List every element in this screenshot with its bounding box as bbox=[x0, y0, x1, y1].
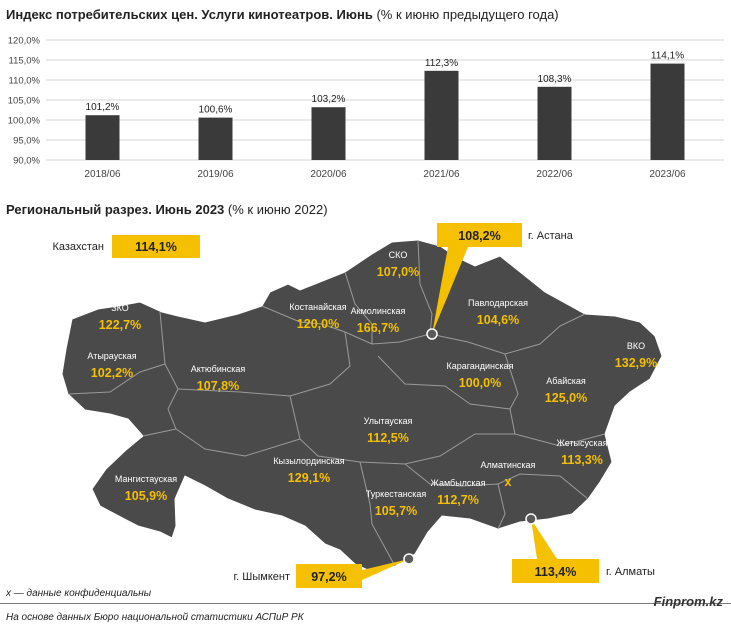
region-name: Карагандинская bbox=[446, 361, 513, 371]
region-name: Абайская bbox=[546, 376, 586, 386]
x-tick-label: 2020/06 bbox=[310, 169, 347, 180]
region-value: 166,7% bbox=[357, 321, 399, 335]
y-tick-label: 105,0% bbox=[8, 96, 41, 107]
region-name: Актюбинская bbox=[191, 364, 246, 374]
callout-pointer bbox=[432, 247, 468, 334]
city-value-box bbox=[512, 559, 599, 583]
region-value: 100,0% bbox=[459, 376, 501, 390]
city-marker bbox=[426, 328, 438, 340]
region-name: Алматинская bbox=[481, 460, 536, 470]
y-tick-label: 100,0% bbox=[8, 116, 41, 127]
brand-logo: Finprom.kz bbox=[653, 594, 723, 609]
city-value-box bbox=[296, 564, 362, 588]
region-name: Атырауская bbox=[87, 351, 136, 361]
region-value: 113,3% bbox=[561, 453, 603, 467]
kazakhstan-territory bbox=[61, 239, 663, 573]
city-label: г. Астана bbox=[528, 230, 574, 242]
bar-value-label: 108,3% bbox=[538, 74, 572, 85]
region-value: 105,9% bbox=[125, 489, 167, 503]
region-value: 112,7% bbox=[437, 493, 479, 507]
bar-value-label: 101,2% bbox=[86, 102, 120, 113]
region-name: ЗКО bbox=[111, 303, 129, 313]
kazakhstan-value: 114,1% bbox=[135, 240, 177, 254]
bar bbox=[85, 115, 120, 160]
city-marker bbox=[403, 553, 415, 565]
bar bbox=[650, 63, 685, 160]
x-tick-label: 2023/06 bbox=[649, 169, 686, 180]
map-title: Региональный разрез. Июнь 2023 (% к июню… bbox=[6, 202, 328, 217]
bar bbox=[537, 86, 572, 160]
source-note: На основе данных Бюро национальной стати… bbox=[6, 612, 304, 623]
bar-chart: 90,0% 95,0% 100,0% 105,0% 110,0% 115,0% 120,0%… bbox=[0, 28, 731, 190]
bar-value-label: 114,1% bbox=[651, 51, 684, 62]
bar-value-label: 103,2% bbox=[312, 94, 346, 105]
region-name: Павлодарская bbox=[468, 298, 528, 308]
x-tick-label: 2021/06 bbox=[423, 169, 460, 180]
kazakhstan-value-box bbox=[112, 235, 200, 258]
region-borders bbox=[67, 239, 606, 567]
region-name: Кызылординская bbox=[273, 456, 344, 466]
region-value: 129,1% bbox=[288, 471, 330, 485]
y-tick-label: 115,0% bbox=[8, 56, 40, 67]
region-name: Мангистауская bbox=[115, 474, 177, 484]
region-name: СКО bbox=[389, 250, 408, 260]
x-tick-label: 2018/06 bbox=[84, 169, 121, 180]
footnote: x — данные конфиденциальны bbox=[6, 588, 152, 599]
region-name: Туркестанская bbox=[366, 489, 427, 499]
x-tick-label: 2019/06 bbox=[197, 169, 234, 180]
x-tick-label: 2022/06 bbox=[536, 169, 573, 180]
region-name: Жамбылская bbox=[431, 478, 486, 488]
city-value-box bbox=[437, 223, 522, 247]
city-label: г. Алматы bbox=[606, 566, 655, 578]
y-tick-label: 90,0% bbox=[13, 156, 40, 167]
y-tick-label: 120,0% bbox=[8, 36, 41, 47]
city-label: г. Шымкент bbox=[234, 571, 291, 583]
region-value: 102,2% bbox=[91, 366, 133, 380]
region-name: Жетысуская bbox=[557, 438, 608, 448]
region-value: 104,6% bbox=[477, 313, 519, 327]
chart-title: Индекс потребительских цен. Услуги кинот… bbox=[6, 7, 559, 22]
region-value: x bbox=[505, 475, 512, 489]
bar-chart-svg: 90,0% 95,0% 100,0% 105,0% 110,0% 115,0% 120,0%… bbox=[8, 36, 724, 180]
bar bbox=[424, 70, 459, 160]
y-tick-label: 110,0% bbox=[8, 76, 40, 87]
bar-value-label: 100,6% bbox=[199, 105, 233, 116]
region-value: 105,7% bbox=[375, 504, 417, 518]
kazakhstan-label: Казахстан bbox=[52, 241, 104, 253]
map-labels: ЗКО 122,7% Атырауская 102,2% Актюбинская 107,… bbox=[87, 250, 657, 518]
callout-pointer bbox=[362, 559, 409, 580]
region-name: Акмолинская bbox=[351, 306, 406, 316]
region-value: 107,0% bbox=[377, 265, 419, 279]
region-name: ВКО bbox=[627, 341, 645, 351]
city-value: 97,2% bbox=[311, 570, 346, 584]
city-marker bbox=[525, 513, 537, 525]
region-value: 132,9% bbox=[615, 356, 657, 370]
regional-map-svg: ЗКО 122,7% Атырауская 102,2% Актюбинская 107,… bbox=[52, 223, 663, 588]
map-callouts: Казахстан 114,1% 108,2% г. Астана 97,2% г. Шы… bbox=[52, 223, 655, 588]
bar bbox=[311, 107, 346, 160]
region-value: 107,8% bbox=[197, 379, 239, 393]
region-name: Улытауская bbox=[364, 416, 413, 426]
bar-value-label: 112,3% bbox=[425, 58, 458, 69]
region-value: 112,5% bbox=[367, 431, 409, 445]
region-value: 122,7% bbox=[99, 318, 141, 332]
callout-pointer bbox=[531, 519, 557, 559]
bar bbox=[198, 117, 233, 160]
region-value: 120,0% bbox=[297, 317, 339, 331]
city-value: 108,2% bbox=[458, 229, 500, 243]
regional-map: ЗКО 122,7% Атырауская 102,2% Актюбинская 107,… bbox=[0, 214, 731, 604]
footer-divider bbox=[0, 603, 731, 604]
y-tick-label: 95,0% bbox=[13, 136, 40, 147]
city-value: 113,4% bbox=[535, 565, 577, 579]
region-name: Костанайская bbox=[289, 302, 346, 312]
region-value: 125,0% bbox=[545, 391, 587, 405]
